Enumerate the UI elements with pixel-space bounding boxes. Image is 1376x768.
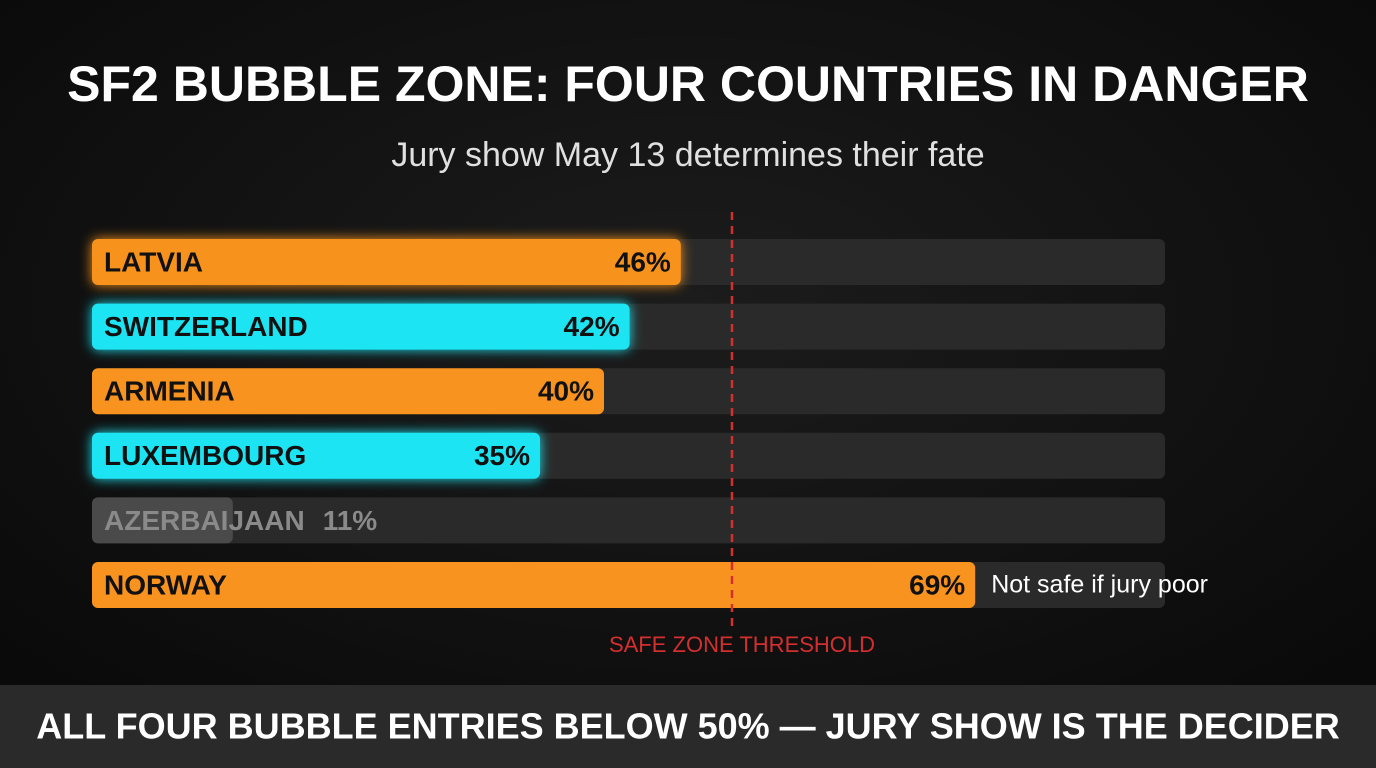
category-label: AZERBAIJAAN bbox=[104, 505, 305, 536]
value-label: 46% bbox=[615, 246, 671, 277]
category-label: LATVIA bbox=[104, 246, 203, 277]
bar bbox=[92, 432, 540, 479]
bar bbox=[92, 562, 976, 608]
annotation: Not safe if jury poor bbox=[991, 571, 1208, 599]
track bbox=[92, 497, 1165, 544]
bar bbox=[92, 239, 681, 285]
category-label: NORWAY bbox=[104, 569, 227, 600]
footer-band bbox=[0, 685, 1376, 768]
chart-title: SF2 BUBBLE ZONE: FOUR COUNTRIES IN DANGE… bbox=[67, 56, 1309, 112]
value-label: 69% bbox=[909, 569, 965, 600]
bar bbox=[92, 368, 604, 415]
value-label: 35% bbox=[474, 440, 530, 471]
bar bbox=[92, 497, 233, 544]
category-label: SWITZERLAND bbox=[104, 311, 308, 342]
category-label: ARMENIA bbox=[104, 376, 235, 407]
chart-subtitle: Jury show May 13 determines their fate bbox=[391, 136, 984, 174]
value-label: 11% bbox=[323, 505, 378, 536]
threshold-label: SAFE ZONE THRESHOLD bbox=[609, 632, 875, 657]
value-label: 42% bbox=[564, 311, 620, 342]
category-label: LUXEMBOURG bbox=[104, 440, 306, 471]
footer: ALL FOUR BUBBLE ENTRIES BELOW 50% — JURY… bbox=[36, 706, 1339, 747]
value-label: 40% bbox=[538, 376, 594, 407]
bar bbox=[92, 303, 630, 350]
